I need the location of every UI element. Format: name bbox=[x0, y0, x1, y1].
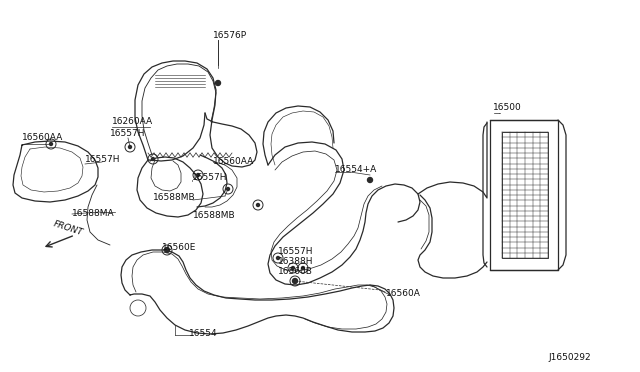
Text: 16560B: 16560B bbox=[278, 266, 313, 276]
Circle shape bbox=[291, 266, 294, 269]
Circle shape bbox=[164, 247, 170, 253]
Bar bbox=[502, 132, 548, 258]
Text: 16560A: 16560A bbox=[386, 289, 421, 298]
Text: 16554+A: 16554+A bbox=[335, 166, 377, 174]
Text: FRONT: FRONT bbox=[52, 219, 84, 237]
Circle shape bbox=[49, 142, 52, 145]
Text: 16560AA: 16560AA bbox=[213, 157, 254, 166]
Text: 16557H: 16557H bbox=[278, 247, 314, 256]
Text: 16557H: 16557H bbox=[110, 128, 145, 138]
Text: 16588MB: 16588MB bbox=[193, 211, 236, 219]
Circle shape bbox=[367, 177, 372, 183]
Text: 16388H: 16388H bbox=[278, 257, 314, 266]
Text: 16588MB: 16588MB bbox=[153, 193, 196, 202]
Circle shape bbox=[227, 187, 230, 190]
Circle shape bbox=[294, 279, 296, 282]
Circle shape bbox=[196, 173, 200, 176]
Circle shape bbox=[276, 257, 280, 260]
Circle shape bbox=[301, 266, 305, 269]
Text: 16500: 16500 bbox=[493, 103, 522, 112]
Circle shape bbox=[166, 248, 168, 251]
Text: 16560E: 16560E bbox=[162, 244, 196, 253]
Text: 16560AA: 16560AA bbox=[22, 134, 63, 142]
Circle shape bbox=[216, 80, 221, 86]
Circle shape bbox=[292, 279, 298, 283]
Text: 16557H: 16557H bbox=[192, 173, 227, 182]
Text: 16260AA: 16260AA bbox=[112, 118, 153, 126]
Circle shape bbox=[257, 203, 259, 206]
Text: 16588MA: 16588MA bbox=[72, 209, 115, 218]
Text: 16557H: 16557H bbox=[85, 155, 120, 164]
Text: 16554: 16554 bbox=[189, 328, 218, 337]
Circle shape bbox=[129, 145, 131, 148]
Text: 16576P: 16576P bbox=[213, 31, 247, 39]
Text: J1650292: J1650292 bbox=[548, 353, 591, 362]
Circle shape bbox=[152, 157, 154, 160]
